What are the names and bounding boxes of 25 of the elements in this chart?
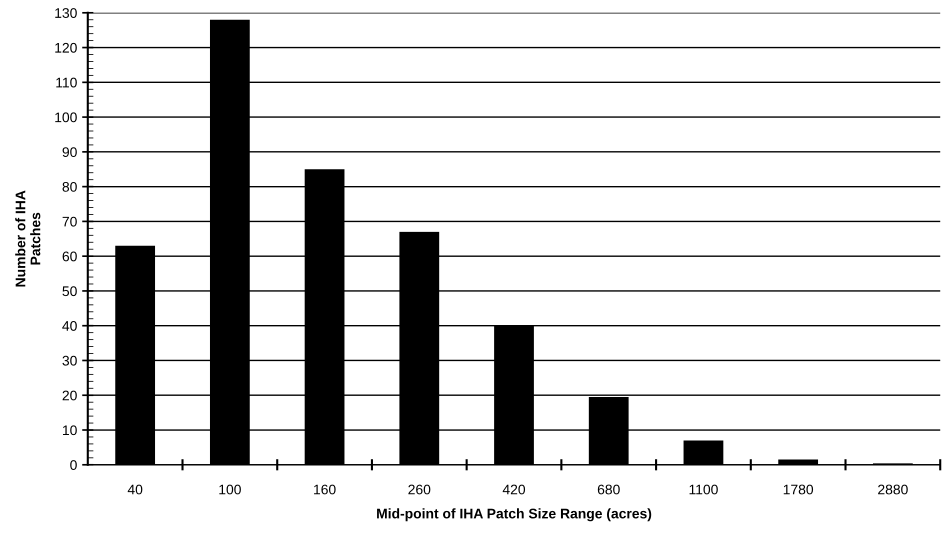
x-tick-label: 2880 xyxy=(878,484,908,494)
y-axis-title: Number of IHA Patches xyxy=(15,190,40,286)
y-tick-label: 80 xyxy=(62,182,77,192)
y-tick-label: 70 xyxy=(62,216,77,227)
y-tick-label: 0 xyxy=(70,460,77,470)
y-tick-label: 90 xyxy=(62,147,77,158)
y-tick-label: 120 xyxy=(55,42,77,53)
x-tick-label: 680 xyxy=(598,484,620,494)
y-tick-label: 100 xyxy=(55,112,77,122)
x-tick-label: 260 xyxy=(408,484,430,494)
x-tick-label: 1780 xyxy=(784,484,814,494)
x-tick-label: 40 xyxy=(128,484,142,494)
y-tick-label: 60 xyxy=(62,252,77,262)
x-tick-label: 420 xyxy=(502,484,526,494)
y-tick-label: 130 xyxy=(55,8,77,18)
y-tick-label: 110 xyxy=(56,78,77,88)
x-tick-label: 1100 xyxy=(690,484,718,494)
x-tick-label: 160 xyxy=(314,484,336,494)
x-axis-title: Mid-point of IHA Patch Size Range (acres) xyxy=(377,508,652,522)
y-tick-label: 40 xyxy=(62,321,77,331)
y-tick-label: 50 xyxy=(62,286,77,296)
y-tick-label: 20 xyxy=(62,390,77,400)
y-tick-label: 30 xyxy=(62,356,77,366)
x-tick-label: 100 xyxy=(219,484,241,494)
y-tick-label: 10 xyxy=(62,425,77,436)
